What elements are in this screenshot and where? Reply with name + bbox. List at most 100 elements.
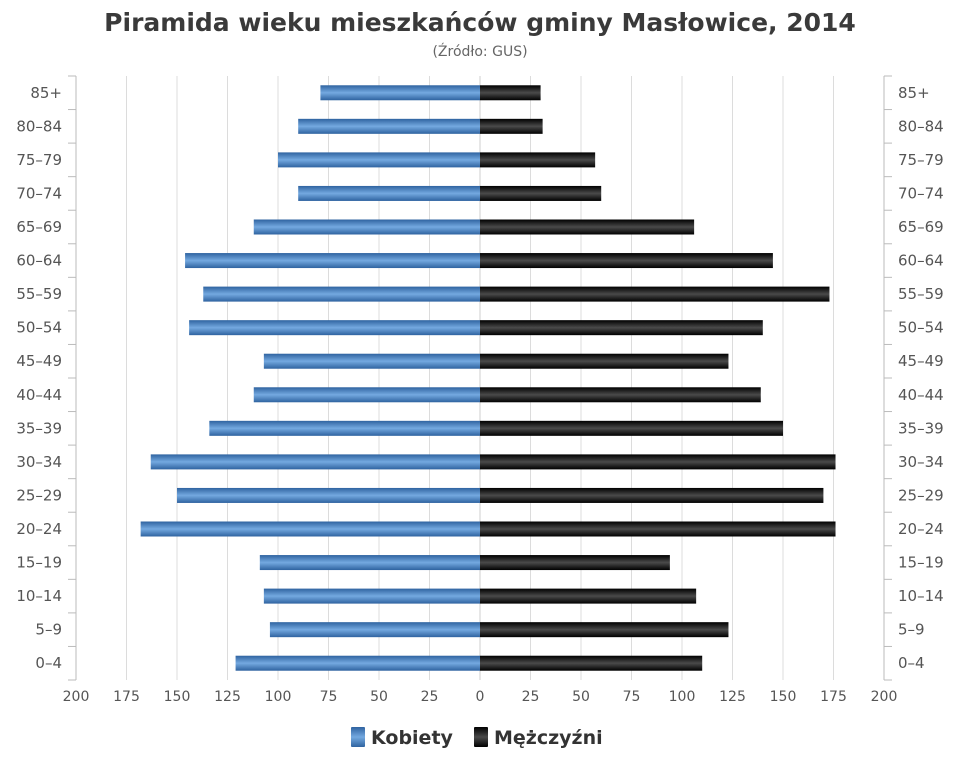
category-label-left: 60–64 xyxy=(16,252,62,270)
category-label-right: 65–69 xyxy=(898,218,944,236)
bar-mezczyzni xyxy=(480,353,729,369)
category-label-left: 85+ xyxy=(30,84,62,102)
category-label-right: 60–64 xyxy=(898,252,944,270)
x-tick-label: 100 xyxy=(669,689,696,705)
x-tick-label: 50 xyxy=(370,689,388,705)
category-label-right: 85+ xyxy=(898,84,930,102)
category-label-left: 55–59 xyxy=(16,285,62,303)
category-label-right: 80–84 xyxy=(898,117,944,135)
bar-kobiety xyxy=(259,555,480,571)
category-label-right: 55–59 xyxy=(898,285,944,303)
category-label-right: 0–4 xyxy=(898,654,925,672)
legend-label: Kobiety xyxy=(371,727,454,749)
x-tick-label: 125 xyxy=(719,689,746,705)
bar-kobiety xyxy=(150,454,481,470)
bar-kobiety xyxy=(298,185,480,201)
axes: 200 175 150 125 100 75 50 25 0 25 50 75 100 125 150 175… xyxy=(16,75,944,705)
category-label-left: 20–24 xyxy=(16,520,62,538)
legend-item-mezczyzni[interactable]: Mężczyźni xyxy=(474,727,603,749)
x-tick-label: 200 xyxy=(871,689,898,705)
bar-kobiety xyxy=(203,286,480,302)
bar-mezczyzni xyxy=(480,487,824,503)
category-label-right: 10–14 xyxy=(898,587,944,605)
chart-title: Piramida wieku mieszkańców gminy Masłowi… xyxy=(104,8,856,37)
legend: Kobiety Mężczyźni xyxy=(351,727,603,749)
chart-subtitle: (Źródło: GUS) xyxy=(432,44,528,60)
category-label-right: 50–54 xyxy=(898,319,944,337)
bar-mezczyzni xyxy=(480,85,541,101)
bar-kobiety xyxy=(209,420,480,436)
x-tick-label: 150 xyxy=(164,689,191,705)
bar-mezczyzni xyxy=(480,555,670,571)
category-label-right: 45–49 xyxy=(898,352,944,370)
bar-kobiety xyxy=(235,655,480,671)
bar-kobiety xyxy=(269,622,480,638)
category-label-right: 15–19 xyxy=(898,554,944,572)
x-tick-label: 75 xyxy=(623,689,641,705)
category-label-left: 80–84 xyxy=(16,117,62,135)
bar-mezczyzni xyxy=(480,387,761,403)
bar-mezczyzni xyxy=(480,118,543,134)
legend-swatch xyxy=(351,727,365,747)
category-label-left: 30–34 xyxy=(16,453,62,471)
category-label-left: 45–49 xyxy=(16,352,62,370)
x-tick-label: 125 xyxy=(214,689,241,705)
bar-kobiety xyxy=(177,487,480,503)
x-tick-label: 175 xyxy=(113,689,140,705)
category-label-right: 5–9 xyxy=(898,621,925,639)
x-tick-label: 175 xyxy=(820,689,847,705)
bar-kobiety xyxy=(189,320,480,336)
category-label-right: 70–74 xyxy=(898,184,944,202)
bar-mezczyzni xyxy=(480,253,773,269)
bar-mezczyzni xyxy=(480,219,695,235)
category-label-left: 65–69 xyxy=(16,218,62,236)
bars xyxy=(140,85,836,671)
bar-mezczyzni xyxy=(480,655,703,671)
category-label-right: 25–29 xyxy=(898,486,944,504)
x-tick-label: 100 xyxy=(265,689,292,705)
bar-kobiety xyxy=(320,85,480,101)
legend-swatch xyxy=(474,727,488,747)
x-tick-label: 25 xyxy=(522,689,540,705)
legend-label: Mężczyźni xyxy=(494,727,603,749)
bar-mezczyzni xyxy=(480,286,830,302)
x-tick-label: 200 xyxy=(63,689,90,705)
bar-kobiety xyxy=(253,387,480,403)
category-label-left: 40–44 xyxy=(16,386,62,404)
category-label-right: 30–34 xyxy=(898,453,944,471)
bar-kobiety xyxy=(185,253,480,269)
bar-kobiety xyxy=(278,152,480,168)
x-tick-label: 50 xyxy=(572,689,590,705)
category-label-left: 15–19 xyxy=(16,554,62,572)
category-label-left: 25–29 xyxy=(16,486,62,504)
bar-mezczyzni xyxy=(480,521,836,537)
category-label-left: 35–39 xyxy=(16,419,62,437)
x-tick-label: 75 xyxy=(320,689,338,705)
category-label-left: 75–79 xyxy=(16,151,62,169)
category-label-left: 5–9 xyxy=(35,621,62,639)
bar-mezczyzni xyxy=(480,185,602,201)
category-label-right: 40–44 xyxy=(898,386,944,404)
category-label-left: 0–4 xyxy=(35,654,62,672)
category-label-right: 35–39 xyxy=(898,419,944,437)
category-label-left: 50–54 xyxy=(16,319,62,337)
bar-kobiety xyxy=(140,521,480,537)
legend-item-kobiety[interactable]: Kobiety xyxy=(351,727,454,749)
bar-kobiety xyxy=(263,588,480,604)
bar-kobiety xyxy=(263,353,480,369)
bar-mezczyzni xyxy=(480,420,783,436)
x-tick-label: 150 xyxy=(770,689,797,705)
category-label-left: 70–74 xyxy=(16,184,62,202)
bar-kobiety xyxy=(253,219,480,235)
bar-kobiety xyxy=(298,118,480,134)
category-label-right: 20–24 xyxy=(898,520,944,538)
x-tick-label: 0 xyxy=(476,689,485,705)
bar-mezczyzni xyxy=(480,622,729,638)
category-label-right: 75–79 xyxy=(898,151,944,169)
bar-mezczyzni xyxy=(480,588,697,604)
category-label-left: 10–14 xyxy=(16,587,62,605)
bar-mezczyzni xyxy=(480,454,836,470)
x-tick-label: 25 xyxy=(421,689,439,705)
